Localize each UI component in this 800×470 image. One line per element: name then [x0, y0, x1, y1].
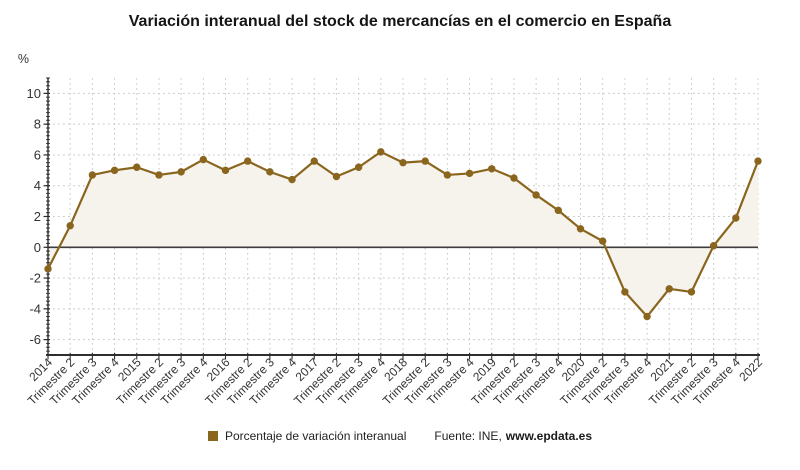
y-axis-unit-label: %	[18, 52, 29, 66]
data-point	[310, 157, 318, 165]
y-tick-label: 8	[34, 117, 41, 132]
data-point	[488, 165, 496, 173]
data-point	[66, 222, 74, 230]
data-point	[243, 157, 252, 165]
data-point	[665, 285, 673, 293]
data-point	[421, 157, 429, 165]
data-point	[288, 175, 296, 184]
chart-title: Variación interanual del stock de mercan…	[128, 13, 672, 30]
data-point	[709, 242, 718, 250]
data-point	[643, 312, 651, 321]
data-point	[598, 237, 607, 245]
data-point	[554, 206, 563, 215]
y-tick-label: -2	[29, 271, 41, 286]
data-point	[221, 166, 230, 175]
data-point	[465, 169, 474, 178]
data-point	[110, 166, 119, 175]
data-point	[332, 172, 341, 181]
legend-label: Porcentaje de variación interanual	[224, 429, 407, 443]
data-point	[399, 158, 407, 167]
data-point	[443, 171, 452, 179]
data-point	[133, 163, 141, 171]
data-point	[621, 288, 629, 296]
y-tick-label: 4	[34, 178, 41, 193]
source-link[interactable]: www.epdata.es	[505, 429, 593, 443]
data-point	[754, 157, 762, 165]
y-tick-label: -6	[29, 332, 41, 347]
legend-swatch-icon	[207, 431, 218, 441]
data-point	[155, 171, 163, 179]
y-tick-label: 0	[34, 240, 41, 255]
x-tick-label: 2022	[736, 355, 765, 384]
data-point	[510, 174, 518, 182]
source-prefix: Fuente: INE,	[434, 429, 502, 443]
source-note: Fuente: INE, www.epdata.es	[434, 429, 592, 443]
data-point	[199, 155, 208, 164]
data-point	[687, 288, 696, 296]
data-point	[266, 168, 274, 176]
legend: Porcentaje de variación interanual	[207, 429, 407, 443]
chart-footer: Porcentaje de variación interanual Fuent…	[0, 429, 800, 443]
y-tick-label: 6	[34, 147, 41, 162]
area-fill	[48, 151, 758, 317]
y-tick-label: 2	[34, 209, 41, 224]
data-point	[354, 163, 363, 171]
data-point	[88, 171, 97, 179]
data-point	[576, 225, 585, 233]
y-tick-label: 10	[27, 86, 41, 101]
data-point	[377, 148, 385, 156]
data-point	[44, 265, 52, 273]
data-point	[732, 214, 740, 222]
data-point	[532, 191, 540, 199]
data-point	[177, 168, 185, 176]
y-tick-label: -4	[29, 301, 41, 316]
